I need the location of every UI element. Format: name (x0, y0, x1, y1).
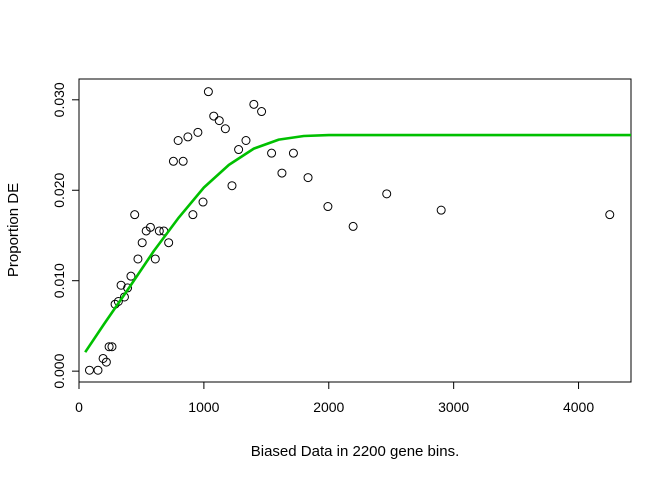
data-point (154, 226, 164, 236)
data-point (116, 280, 126, 290)
fitted-curve (84, 133, 631, 353)
data-point (257, 107, 267, 117)
data-point (126, 271, 136, 281)
y-axis-title: Proportion DE (5, 183, 22, 277)
data-points (84, 87, 615, 375)
data-point (107, 342, 117, 352)
y-tick-label: 0.030 (51, 82, 67, 117)
data-point (277, 168, 287, 178)
x-tick-label: 1000 (188, 399, 219, 415)
data-point (288, 148, 298, 158)
x-tick-label: 0 (75, 399, 83, 415)
data-point (178, 156, 188, 166)
y-axis: 0.000 0.010 0.020 0.030 (51, 82, 80, 389)
data-point (150, 254, 160, 264)
data-point (137, 238, 147, 248)
y-tick-label: 0.010 (51, 263, 67, 298)
data-point (193, 127, 203, 137)
data-point (382, 189, 392, 199)
data-point (209, 111, 219, 121)
data-point (188, 210, 198, 220)
x-tick-label: 2000 (313, 399, 344, 415)
data-point (436, 205, 446, 215)
data-point (220, 124, 230, 134)
y-tick-label: 0.000 (51, 353, 67, 388)
data-point (605, 210, 615, 220)
data-point (198, 197, 208, 207)
data-point (183, 132, 193, 142)
data-point (323, 202, 333, 212)
data-point (145, 222, 155, 232)
data-point (93, 365, 103, 375)
data-point (303, 173, 313, 183)
data-point (168, 156, 178, 166)
fitted-curve-line (84, 133, 631, 353)
x-axis-title: Biased Data in 2200 gene bins. (251, 443, 459, 460)
data-point (348, 221, 358, 231)
data-point (214, 116, 224, 126)
x-tick-label: 4000 (563, 399, 594, 415)
data-point (104, 342, 114, 352)
data-point (249, 99, 259, 109)
data-point (241, 136, 251, 146)
data-point (234, 145, 244, 155)
y-tick-label: 0.020 (51, 173, 67, 208)
data-point (133, 254, 143, 264)
data-point (227, 181, 237, 191)
data-point (267, 148, 277, 158)
x-tick-label: 3000 (438, 399, 469, 415)
data-point (130, 210, 140, 220)
data-point (164, 238, 174, 248)
data-point (84, 365, 94, 375)
data-point (203, 87, 213, 97)
data-point (101, 357, 111, 367)
data-point (173, 136, 183, 146)
x-axis: 0 1000 2000 3000 4000 (75, 381, 594, 415)
